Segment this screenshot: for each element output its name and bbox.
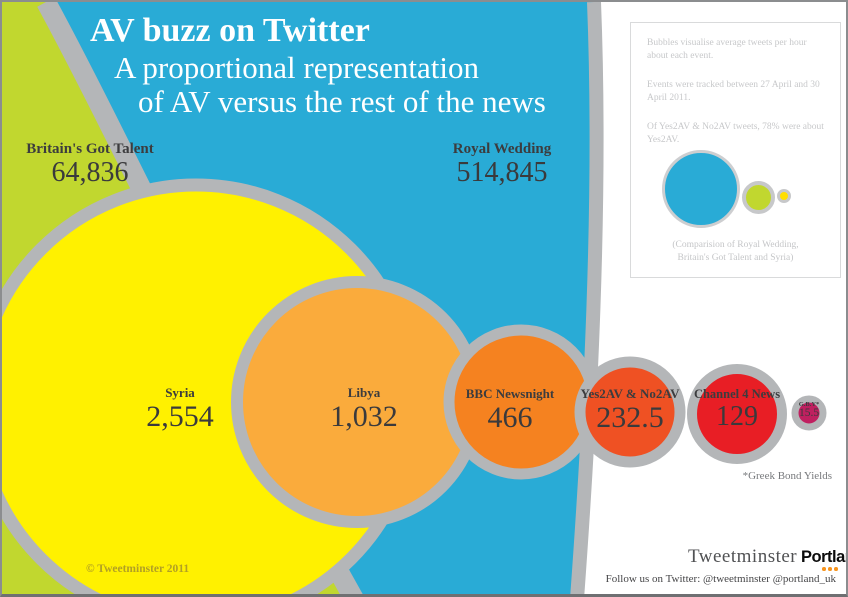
label-royal-wedding: Royal Wedding 514,845 [453, 141, 552, 187]
label-name: Britain's Got Talent [26, 141, 154, 157]
label-name: G.B.Y* [798, 401, 820, 408]
label-yes2av-no2av: Yes2AV & No2AV 232.5 [581, 386, 680, 434]
label-channel4-news: Channel 4 News 129 [694, 387, 780, 431]
label-name: BBC Newsnight [465, 386, 555, 401]
bubble-yes2av-no2av [574, 356, 686, 468]
page-subtitle-line1: A proportional representation [114, 50, 480, 85]
label-name: Yes2AV & No2AV [580, 386, 680, 401]
label-greek-bond-yields: G.B.Y* 15.5 [799, 401, 820, 420]
legend-info-box: Bubbles visualise average tweets per hou… [630, 22, 841, 278]
portland-logo: Portland [801, 548, 846, 566]
label-value: 232.5 [596, 401, 664, 434]
comparison-caption-line2: Britain's Got Talent and Syria) [677, 253, 794, 263]
bubble-channel4-news [687, 364, 787, 464]
page-title: AV buzz on Twitter [90, 12, 370, 49]
label-value: 514,845 [456, 157, 548, 188]
label-bbc-newsnight: BBC Newsnight 466 [466, 386, 555, 434]
label-value: 129 [716, 401, 758, 432]
comparison-bubble-britains-got-talent [742, 181, 775, 214]
label-syria: Syria 2,554 [146, 385, 214, 433]
label-britains-got-talent: Britain's Got Talent 64,836 [26, 141, 154, 187]
comparison-caption-line1: (Comparision of Royal Wedding, [672, 240, 799, 250]
copyright-notice: © Tweetminster 2011 [86, 563, 190, 575]
comparison-bubble-syria [777, 189, 791, 203]
tweetminster-logo: Tweetminster [688, 546, 798, 567]
label-name: Syria [165, 385, 195, 400]
label-value: 1,032 [330, 400, 398, 433]
label-name: Libya [347, 385, 381, 400]
info-paragraph-1: Bubbles visualise average tweets per hou… [647, 38, 807, 62]
portland-logo-dots [822, 567, 838, 571]
label-value: 64,836 [51, 157, 129, 188]
label-value: 2,554 [146, 400, 214, 433]
label-name: Royal Wedding [452, 141, 552, 157]
label-libya: Libya 1,032 [330, 385, 398, 433]
info-paragraph-2: Events were tracked between 27 April and… [647, 80, 820, 104]
bubble-greek-bond-yields [791, 395, 827, 431]
greek-bond-yields-footnote: *Greek Bond Yields [742, 470, 832, 482]
bubble-royal-wedding-ring [570, 2, 604, 594]
comparison-bubble-royal-wedding [662, 150, 740, 228]
info-paragraph-3: Of Yes2AV & No2AV tweets, 78% were about… [647, 122, 824, 146]
twitter-follow-text: Follow us on Twitter: @tweetminster @por… [605, 573, 836, 585]
label-value: 15.5 [798, 407, 820, 419]
page-subtitle-line2: of AV versus the rest of the news [138, 84, 546, 119]
label-name: Channel 4 News [693, 387, 781, 401]
label-value: 466 [487, 401, 533, 434]
